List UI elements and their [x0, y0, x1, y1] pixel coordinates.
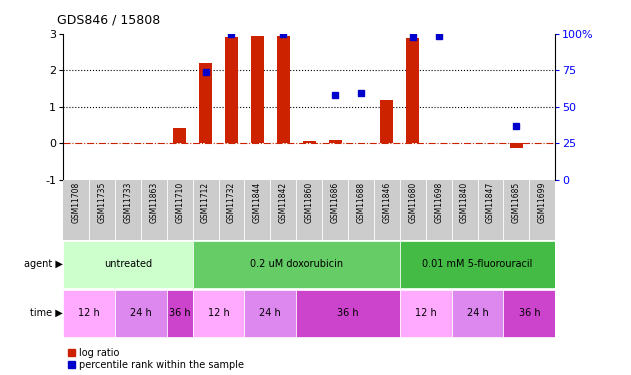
Bar [225, 38, 238, 144]
Text: GSM11840: GSM11840 [460, 182, 469, 223]
Bar [63, 241, 192, 288]
Text: GSM11842: GSM11842 [279, 182, 288, 223]
Bar [400, 290, 452, 336]
Text: untreated: untreated [103, 260, 152, 269]
Text: 0.01 mM 5-fluorouracil: 0.01 mM 5-fluorouracil [422, 260, 533, 269]
Text: 12 h: 12 h [415, 308, 437, 318]
Text: GSM11698: GSM11698 [434, 182, 443, 223]
Bar [115, 290, 167, 336]
Bar [380, 100, 393, 144]
Text: 36 h: 36 h [519, 308, 540, 318]
Bar [167, 290, 192, 336]
Bar [251, 36, 264, 144]
Text: 0.2 uM doxorubicin: 0.2 uM doxorubicin [250, 260, 343, 269]
Bar [173, 128, 186, 144]
Bar [63, 290, 115, 336]
Text: GSM11844: GSM11844 [253, 182, 262, 223]
Bar [244, 290, 296, 336]
Bar [329, 140, 341, 144]
Text: 12 h: 12 h [78, 308, 100, 318]
Legend: log ratio, percentile rank within the sample: log ratio, percentile rank within the sa… [68, 348, 244, 370]
Text: GSM11699: GSM11699 [538, 182, 547, 223]
Text: GSM11846: GSM11846 [382, 182, 391, 223]
Text: 36 h: 36 h [169, 308, 191, 318]
Text: time ▶: time ▶ [30, 308, 62, 318]
Bar [192, 241, 400, 288]
Text: GSM11685: GSM11685 [512, 182, 521, 223]
Bar [452, 290, 504, 336]
Text: GSM11735: GSM11735 [97, 182, 107, 223]
Text: GSM11863: GSM11863 [150, 182, 158, 223]
Text: GSM11686: GSM11686 [331, 182, 339, 223]
Text: GSM11847: GSM11847 [486, 182, 495, 223]
Text: 36 h: 36 h [337, 308, 359, 318]
Text: agent ▶: agent ▶ [23, 260, 62, 269]
Text: GSM11708: GSM11708 [71, 182, 81, 223]
Text: 24 h: 24 h [467, 308, 488, 318]
Bar [504, 290, 555, 336]
Bar [303, 141, 316, 144]
Bar [400, 241, 555, 288]
Text: GSM11710: GSM11710 [175, 182, 184, 223]
Bar [296, 290, 400, 336]
Bar [192, 290, 244, 336]
Text: GSM11733: GSM11733 [124, 182, 133, 223]
Text: 12 h: 12 h [208, 308, 230, 318]
Text: GSM11680: GSM11680 [408, 182, 417, 223]
Text: GSM11732: GSM11732 [227, 182, 236, 223]
Text: GSM11860: GSM11860 [305, 182, 314, 223]
Bar [406, 38, 419, 144]
Text: GSM11688: GSM11688 [357, 182, 365, 223]
Text: GDS846 / 15808: GDS846 / 15808 [57, 13, 160, 26]
Text: 24 h: 24 h [259, 308, 281, 318]
Bar [277, 36, 290, 144]
Bar [510, 144, 523, 148]
Text: 24 h: 24 h [130, 308, 151, 318]
Bar [199, 63, 212, 144]
Text: GSM11712: GSM11712 [201, 182, 210, 223]
